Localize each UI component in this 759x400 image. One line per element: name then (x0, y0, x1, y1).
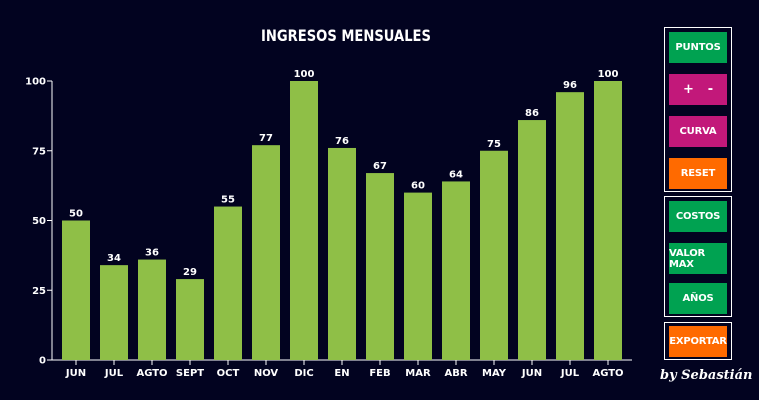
y-tick-label: 0 (39, 356, 46, 367)
chart-title: INGRESOS MENSUALES (261, 26, 431, 45)
data-controls-panel: COSTOS VALOR MAX AÑOS (664, 196, 732, 317)
bar (252, 145, 280, 360)
x-tick-label: AGTO (592, 368, 623, 379)
zoom-button[interactable]: + - (669, 74, 727, 105)
bar-data-label: 86 (525, 108, 539, 119)
bar-data-label: 100 (294, 69, 315, 80)
bar-data-label: 36 (145, 248, 159, 259)
y-axis: 0 25 50 75 100 (25, 77, 53, 367)
x-axis: JUN JUL AGTO SEPT OCT NOV DIC EN FEB MAR ABR MAY JUN… (52, 359, 632, 379)
bar (328, 147, 356, 360)
bar (62, 220, 90, 360)
x-tick-label: MAR (405, 368, 431, 379)
bar-data-label: 100 (598, 69, 619, 80)
x-tick-label: NOV (254, 368, 279, 379)
y-tick-label: 25 (32, 286, 46, 297)
x-tick-label: DIC (294, 368, 313, 379)
x-tick-label: OCT (217, 368, 240, 379)
x-tick-label: AGTO (136, 368, 167, 379)
bar (100, 265, 128, 360)
zoom-in-button[interactable]: + (683, 82, 694, 97)
zoom-out-button[interactable]: - (707, 82, 713, 97)
bar (176, 279, 204, 360)
x-tick-label: ABR (444, 368, 467, 379)
bar-data-label: 55 (221, 195, 235, 206)
bar (594, 81, 622, 360)
bar (480, 150, 508, 360)
bar (366, 173, 394, 360)
bar-data-label: 60 (411, 181, 425, 192)
export-panel: EXPORTAR (664, 322, 732, 360)
bars: 50 34 36 29 55 77 100 76 67 60 64 75 86 96 100 (62, 69, 622, 360)
chart-controls-panel: PUNTOS + - CURVA RESET (664, 27, 732, 192)
bar-data-label: 75 (487, 139, 501, 150)
bar (556, 92, 584, 360)
bar (214, 206, 242, 360)
bar-data-label: 50 (69, 209, 83, 220)
bar (518, 120, 546, 360)
bar-data-label: 34 (107, 253, 121, 264)
x-tick-label: SEPT (176, 368, 204, 379)
bar-data-label: 67 (373, 161, 387, 172)
curve-button[interactable]: CURVA (669, 116, 727, 147)
x-tick-label: JUN (65, 368, 86, 379)
signature: by Sebastián (660, 368, 753, 383)
years-button[interactable]: AÑOS (669, 283, 727, 314)
x-tick-label: JUL (560, 368, 580, 379)
x-tick-label: MAY (482, 368, 507, 379)
bar (138, 259, 166, 360)
bar (290, 81, 318, 360)
bar-data-label: 76 (335, 136, 349, 147)
bar-data-label: 77 (259, 133, 273, 144)
bar-data-label: 64 (449, 169, 463, 180)
y-tick-label: 100 (25, 77, 46, 88)
bar-data-label: 96 (563, 80, 577, 91)
export-button[interactable]: EXPORTAR (669, 326, 727, 357)
bar (442, 181, 470, 360)
x-tick-label: JUL (104, 368, 124, 379)
x-tick-label: JUN (521, 368, 542, 379)
bar (404, 192, 432, 360)
costs-button[interactable]: COSTOS (669, 201, 727, 232)
reset-button[interactable]: RESET (669, 158, 727, 189)
bar-data-label: 29 (183, 267, 197, 278)
y-tick-label: 50 (32, 216, 46, 227)
max-value-button[interactable]: VALOR MAX (669, 243, 727, 274)
x-tick-label: FEB (369, 368, 390, 379)
y-tick-label: 75 (32, 146, 46, 157)
points-button[interactable]: PUNTOS (669, 32, 727, 63)
x-tick-label: EN (334, 368, 349, 379)
